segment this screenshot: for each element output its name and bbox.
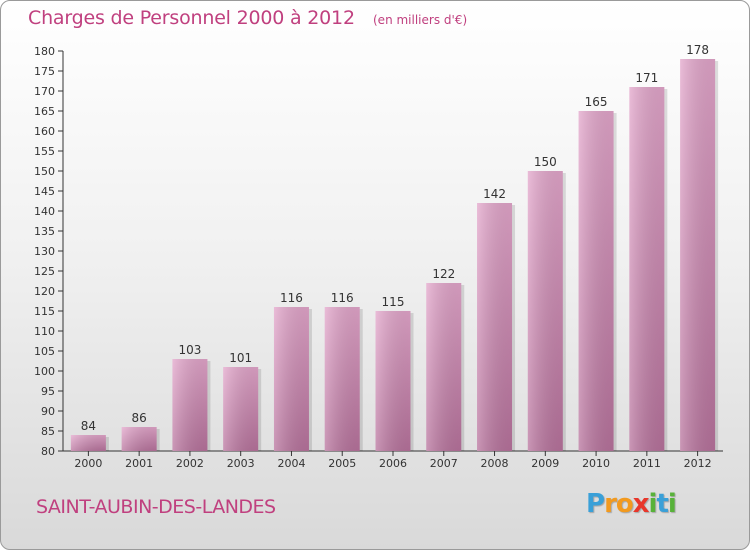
y-tick-label: 125 xyxy=(34,265,55,278)
logo-letter: P xyxy=(586,489,605,519)
value-label: 115 xyxy=(382,295,405,309)
x-tick-label: 2005 xyxy=(328,457,356,470)
value-label: 171 xyxy=(635,71,658,85)
y-tick-label: 135 xyxy=(34,225,55,238)
y-tick-label: 170 xyxy=(34,85,55,98)
bar-highlight xyxy=(223,367,259,451)
value-label: 84 xyxy=(81,419,96,433)
x-axis: 2000 2001 2002 2003 2004 2005 2006 2007 2008 2009… xyxy=(63,450,723,470)
value-label: 116 xyxy=(280,291,303,305)
value-label: 165 xyxy=(585,95,608,109)
y-axis: 80 85 90 95 100 105 110 115 120 125 130 135 140 145 15… xyxy=(34,45,64,458)
x-tick-label: 2012 xyxy=(684,457,712,470)
bar-highlight xyxy=(172,359,208,451)
y-tick-label: 115 xyxy=(34,305,55,318)
logo-letter: o xyxy=(615,489,634,519)
logo-letter: r xyxy=(604,489,617,519)
x-tick-label: 2004 xyxy=(277,457,305,470)
value-label: 101 xyxy=(229,351,252,365)
y-tick-label: 95 xyxy=(41,385,55,398)
x-tick-label: 2003 xyxy=(227,457,255,470)
y-tick-label: 120 xyxy=(34,285,55,298)
value-label: 116 xyxy=(331,291,354,305)
y-tick-label: 175 xyxy=(34,65,55,78)
value-labels: 84 86 103 101 116 116 115 122 142 150 165 171 178 xyxy=(81,43,709,433)
y-tick-label: 110 xyxy=(34,325,55,338)
y-tick-label: 105 xyxy=(34,345,55,358)
y-tick-label: 130 xyxy=(34,245,55,258)
chart-subtitle: (en milliers d'€) xyxy=(373,13,468,27)
bar-highlight xyxy=(273,307,309,451)
y-tick-label: 85 xyxy=(41,425,55,438)
value-label: 178 xyxy=(686,43,709,57)
logo-letter: i xyxy=(667,489,677,519)
bar-highlight xyxy=(121,427,157,451)
x-tick-label: 2008 xyxy=(481,457,509,470)
x-tick-label: 2009 xyxy=(531,457,559,470)
bar-highlight xyxy=(324,307,360,451)
logo-letter: i xyxy=(648,489,658,519)
y-tick-label: 100 xyxy=(34,365,55,378)
y-tick-label: 90 xyxy=(41,405,55,418)
x-tick-label: 2010 xyxy=(582,457,610,470)
bar-highlight xyxy=(70,435,106,451)
x-tick-label: 2001 xyxy=(125,457,153,470)
logo-letter: x xyxy=(632,489,650,519)
bar-highlight xyxy=(629,87,665,451)
y-tick-label: 140 xyxy=(34,205,55,218)
y-tick-label: 180 xyxy=(34,45,55,58)
value-label: 103 xyxy=(178,343,201,357)
bar-highlight xyxy=(527,171,563,451)
proxiti-logo: Proxiti xyxy=(586,489,677,519)
bar-highlight xyxy=(578,111,614,451)
value-label: 142 xyxy=(483,187,506,201)
y-tick-label: 165 xyxy=(34,105,55,118)
chart-title: Charges de Personnel 2000 à 2012 xyxy=(28,7,355,29)
bar-highlight xyxy=(375,311,411,451)
value-label: 150 xyxy=(534,155,557,169)
x-tick-label: 2011 xyxy=(633,457,661,470)
x-tick-label: 2007 xyxy=(430,457,458,470)
y-tick-label: 80 xyxy=(41,445,55,458)
x-tick-label: 2006 xyxy=(379,457,407,470)
bar-highlight xyxy=(680,59,716,451)
x-tick-label: 2000 xyxy=(74,457,102,470)
y-tick-label: 150 xyxy=(34,165,55,178)
commune-name: SAINT-AUBIN-DES-LANDES xyxy=(36,496,276,518)
bar-highlight xyxy=(426,283,462,451)
y-tick-label: 160 xyxy=(34,125,55,138)
y-tick-label: 145 xyxy=(34,185,55,198)
bars xyxy=(70,59,719,451)
value-label: 122 xyxy=(432,267,455,281)
value-label: 86 xyxy=(132,411,147,425)
x-tick-label: 2002 xyxy=(176,457,204,470)
y-tick-label: 155 xyxy=(34,145,55,158)
bar-highlight xyxy=(477,203,513,451)
logo-letter: t xyxy=(656,489,668,519)
